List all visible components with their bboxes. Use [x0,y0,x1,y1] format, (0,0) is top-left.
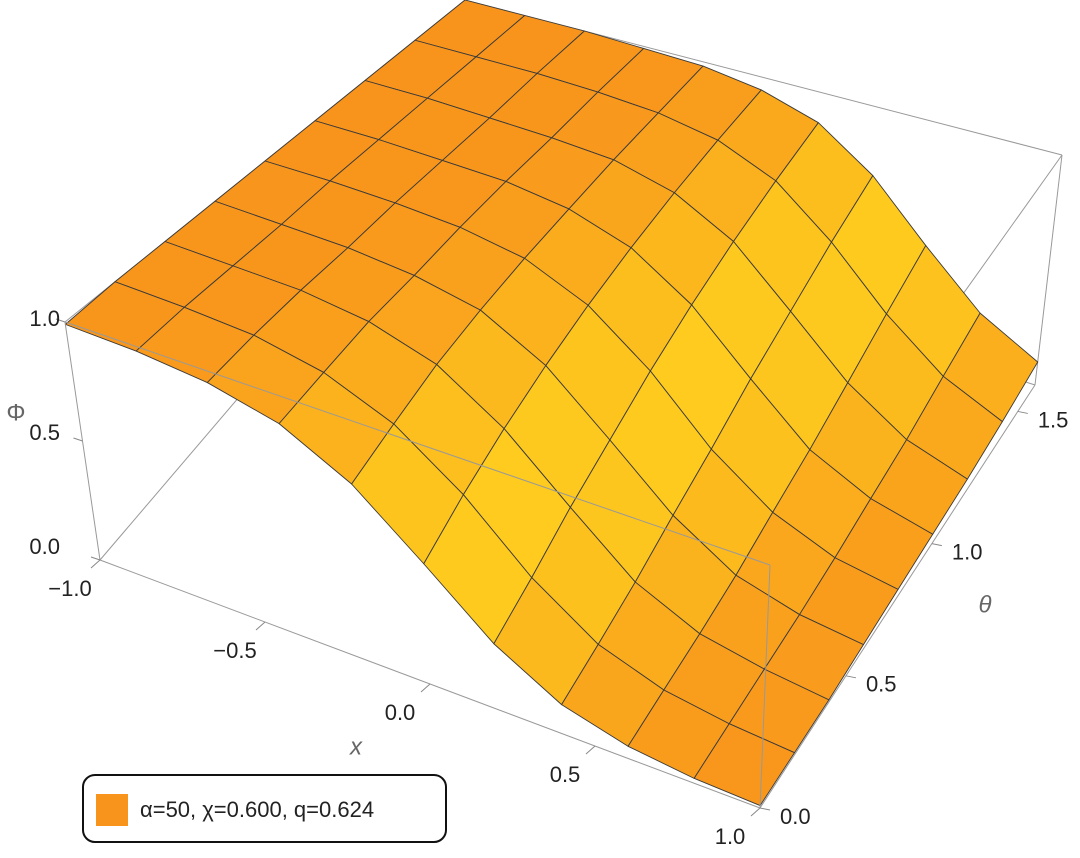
box-edge [64,321,771,566]
z-tick-label: 0.0 [29,534,60,559]
y-axis-label: θ [978,591,991,618]
legend-swatch [96,794,128,826]
axes: −1.0 −0.5 0.0 0.5 1.0 0.0 0.5 1.0 1.5 0.0 0.5 1.0 [29,306,1068,849]
y-tick-label: 0.0 [780,804,811,829]
z-axis-label: Φ [6,399,25,426]
z-tick [73,437,83,442]
x-tick-label: −0.5 [213,638,256,663]
z-tick-label: 1.0 [29,306,60,331]
y-tick-label: 1.0 [952,539,983,564]
legend-frame [82,774,447,843]
y-tick-label: 1.5 [1038,407,1069,432]
legend-label: α=50, χ=0.600, q=0.624 [140,797,374,822]
z-tick [90,556,101,561]
y-tick [1017,410,1028,414]
surface-patch [693,723,795,807]
x-tick-label: 0.5 [550,762,581,787]
x-tick [585,745,596,755]
legend: α=50, χ=0.600, q=0.624 [82,774,447,843]
y-tick [759,807,771,811]
x-tick [420,683,431,693]
x-tick [90,559,101,569]
y-tick [845,675,857,679]
box-edge [1034,154,1063,386]
x-tick [750,807,761,817]
x-tick-label: 0.0 [385,700,416,725]
box-edge [759,564,771,809]
y-tick-label: 0.5 [866,672,897,697]
box-edge [759,384,1036,809]
x-tick-label: −1.0 [48,576,91,601]
x-axis-label: x [349,733,363,760]
z-tick [55,318,66,323]
x-tick-label: 1.0 [715,824,746,849]
z-tick-label: 0.5 [29,420,60,445]
y-tick [931,543,942,547]
x-tick [255,621,266,631]
surface [64,0,1039,807]
